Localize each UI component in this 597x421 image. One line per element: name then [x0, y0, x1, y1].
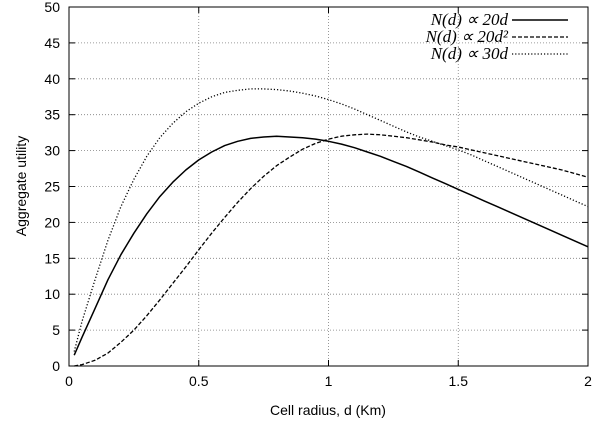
y-tick-label: 40 — [44, 71, 60, 87]
y-tick-label: 15 — [44, 250, 60, 266]
plot-frame — [68, 6, 589, 367]
y-tick-label: 5 — [52, 322, 60, 338]
legend-label-2: N(d) ∝ 20d² — [425, 27, 509, 46]
x-tick-label: 0 — [65, 373, 73, 389]
x-tick-label: 2 — [584, 373, 592, 389]
y-tick-label: 30 — [44, 143, 60, 159]
x-tick-label: 1.5 — [449, 373, 469, 389]
series-line-3 — [73, 88, 589, 352]
y-tick-label: 35 — [44, 107, 60, 123]
legend-label-1: N(d) ∝ 20d — [430, 10, 509, 29]
series-lines — [73, 88, 589, 367]
y-tick-label: 50 — [44, 0, 60, 15]
y-tick-label: 25 — [44, 179, 60, 195]
legend-label-3: N(d) ∝ 30d — [430, 44, 509, 63]
y-tick-label: 10 — [44, 286, 60, 302]
grid — [69, 7, 588, 366]
x-tick-label: 1 — [325, 373, 333, 389]
y-tick-label: 45 — [44, 35, 60, 51]
series-line-1 — [73, 135, 589, 356]
series-line-2 — [74, 133, 589, 367]
y-axis-title: Aggregate utility — [13, 136, 29, 236]
x-axis-ticks: 0 0.5 1 1.5 2 — [65, 7, 592, 389]
x-axis-title: Cell radius, d (Km) — [270, 402, 386, 418]
x-tick-label: 0.5 — [189, 373, 209, 389]
y-axis-ticks: 0 5 10 15 20 25 30 35 40 45 50 — [44, 0, 588, 374]
y-tick-label: 20 — [44, 214, 60, 230]
y-tick-label: 0 — [52, 358, 60, 374]
